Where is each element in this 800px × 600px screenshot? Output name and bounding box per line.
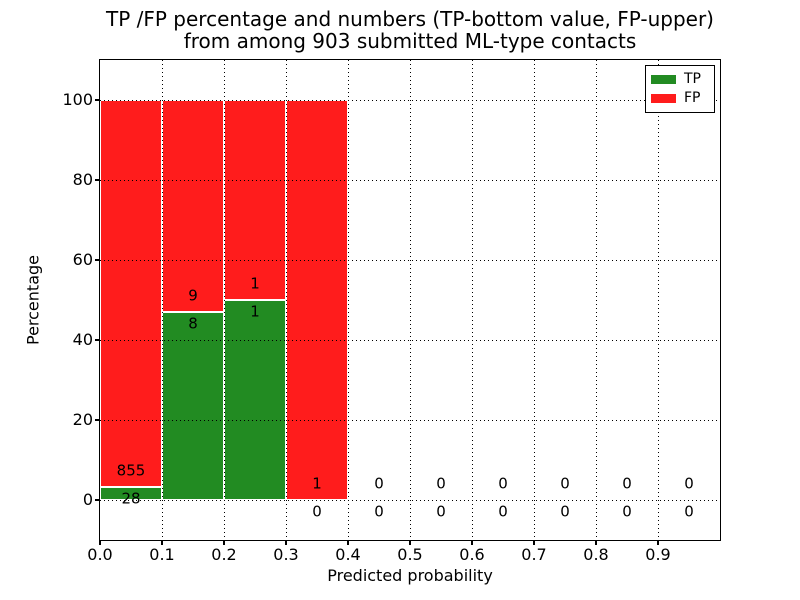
y-tick	[95, 99, 100, 101]
y-tick-label: 0	[82, 490, 93, 509]
x-tick-label: 0.3	[273, 545, 299, 564]
tp-color-swatch-icon	[651, 75, 676, 85]
fp-count-label: 1	[250, 274, 260, 293]
bar-fp-segment	[100, 100, 162, 488]
bar-tp-segment	[162, 311, 224, 500]
grid-vline	[472, 60, 473, 540]
fp-count-label: 0	[684, 474, 694, 493]
bar-fp-segment	[162, 100, 224, 312]
fp-count-label: 0	[560, 474, 570, 493]
grid-hline	[100, 500, 720, 501]
grid-vline	[286, 60, 287, 540]
chart-title-line1: TP /FP percentage and numbers (TP-bottom…	[106, 7, 714, 31]
legend: TP FP	[645, 65, 715, 113]
tp-count-label: 1	[250, 302, 260, 321]
fp-count-label: 9	[188, 286, 198, 305]
fp-count-label: 855	[116, 461, 146, 480]
x-tick-label: 0.1	[149, 545, 175, 564]
x-tick	[99, 540, 101, 545]
x-tick	[595, 540, 597, 545]
tp-count-label: 0	[560, 502, 570, 521]
plot-frame	[98, 58, 721, 541]
tp-count-label: 0	[684, 502, 694, 521]
x-tick-label: 0.5	[397, 545, 423, 564]
tp-count-label: 0	[374, 502, 384, 521]
tp-count-label: 0	[436, 502, 446, 521]
grid-vline	[162, 60, 163, 540]
tp-count-label: 0	[498, 502, 508, 521]
grid-vline	[534, 60, 535, 540]
y-tick-label: 80	[72, 170, 93, 189]
fp-count-label: 0	[374, 474, 384, 493]
y-tick-label: 20	[72, 410, 93, 429]
tp-count-label: 0	[622, 502, 632, 521]
x-tick	[409, 540, 411, 545]
x-tick	[347, 540, 349, 545]
y-tick-label: 60	[72, 250, 93, 269]
x-tick-label: 0.2	[211, 545, 237, 564]
chart-title: TP /FP percentage and numbers (TP-bottom…	[100, 8, 720, 52]
y-tick	[95, 499, 100, 501]
chart-title-line2: from among 903 submitted ML-type contact…	[183, 29, 637, 53]
x-tick	[223, 540, 225, 545]
y-tick	[95, 179, 100, 181]
x-tick-label: 0.4	[335, 545, 361, 564]
bar-tp-segment	[100, 487, 162, 500]
grid-hline	[100, 100, 720, 101]
y-tick-label: 40	[72, 330, 93, 349]
legend-fp-label: FP	[684, 89, 701, 106]
legend-tp-label: TP	[684, 71, 701, 88]
x-tick-label: 0.0	[87, 545, 113, 564]
y-axis-label: Percentage	[23, 254, 43, 346]
fp-count-label: 1	[312, 474, 322, 493]
grid-vline	[410, 60, 411, 540]
x-tick	[657, 540, 659, 545]
x-tick-label: 0.6	[459, 545, 485, 564]
tp-count-label: 0	[312, 502, 322, 521]
grid-hline	[100, 180, 720, 181]
fp-count-label: 0	[498, 474, 508, 493]
grid-vline	[348, 60, 349, 540]
y-tick	[95, 419, 100, 421]
fp-count-label: 0	[436, 474, 446, 493]
tp-count-label: 8	[188, 314, 198, 333]
grid-vline	[658, 60, 659, 540]
fp-count-label: 0	[622, 474, 632, 493]
legend-entry-tp: TP	[651, 71, 714, 88]
x-tick-label: 0.9	[645, 545, 671, 564]
x-tick	[471, 540, 473, 545]
grid-hline	[100, 340, 720, 341]
grid-vline	[596, 60, 597, 540]
y-tick	[95, 259, 100, 261]
grid-hline	[100, 420, 720, 421]
x-axis-label: Predicted probability	[327, 566, 493, 585]
x-tick	[161, 540, 163, 545]
x-tick	[285, 540, 287, 545]
y-tick	[95, 339, 100, 341]
x-tick-label: 0.7	[521, 545, 547, 564]
grid-vline	[224, 60, 225, 540]
x-tick	[533, 540, 535, 545]
x-tick-label: 0.8	[583, 545, 609, 564]
tp-count-label: 28	[121, 489, 141, 508]
fp-color-swatch-icon	[651, 93, 676, 103]
grid-hline	[100, 260, 720, 261]
legend-entry-fp: FP	[651, 89, 714, 106]
y-tick-label: 100	[62, 90, 93, 109]
